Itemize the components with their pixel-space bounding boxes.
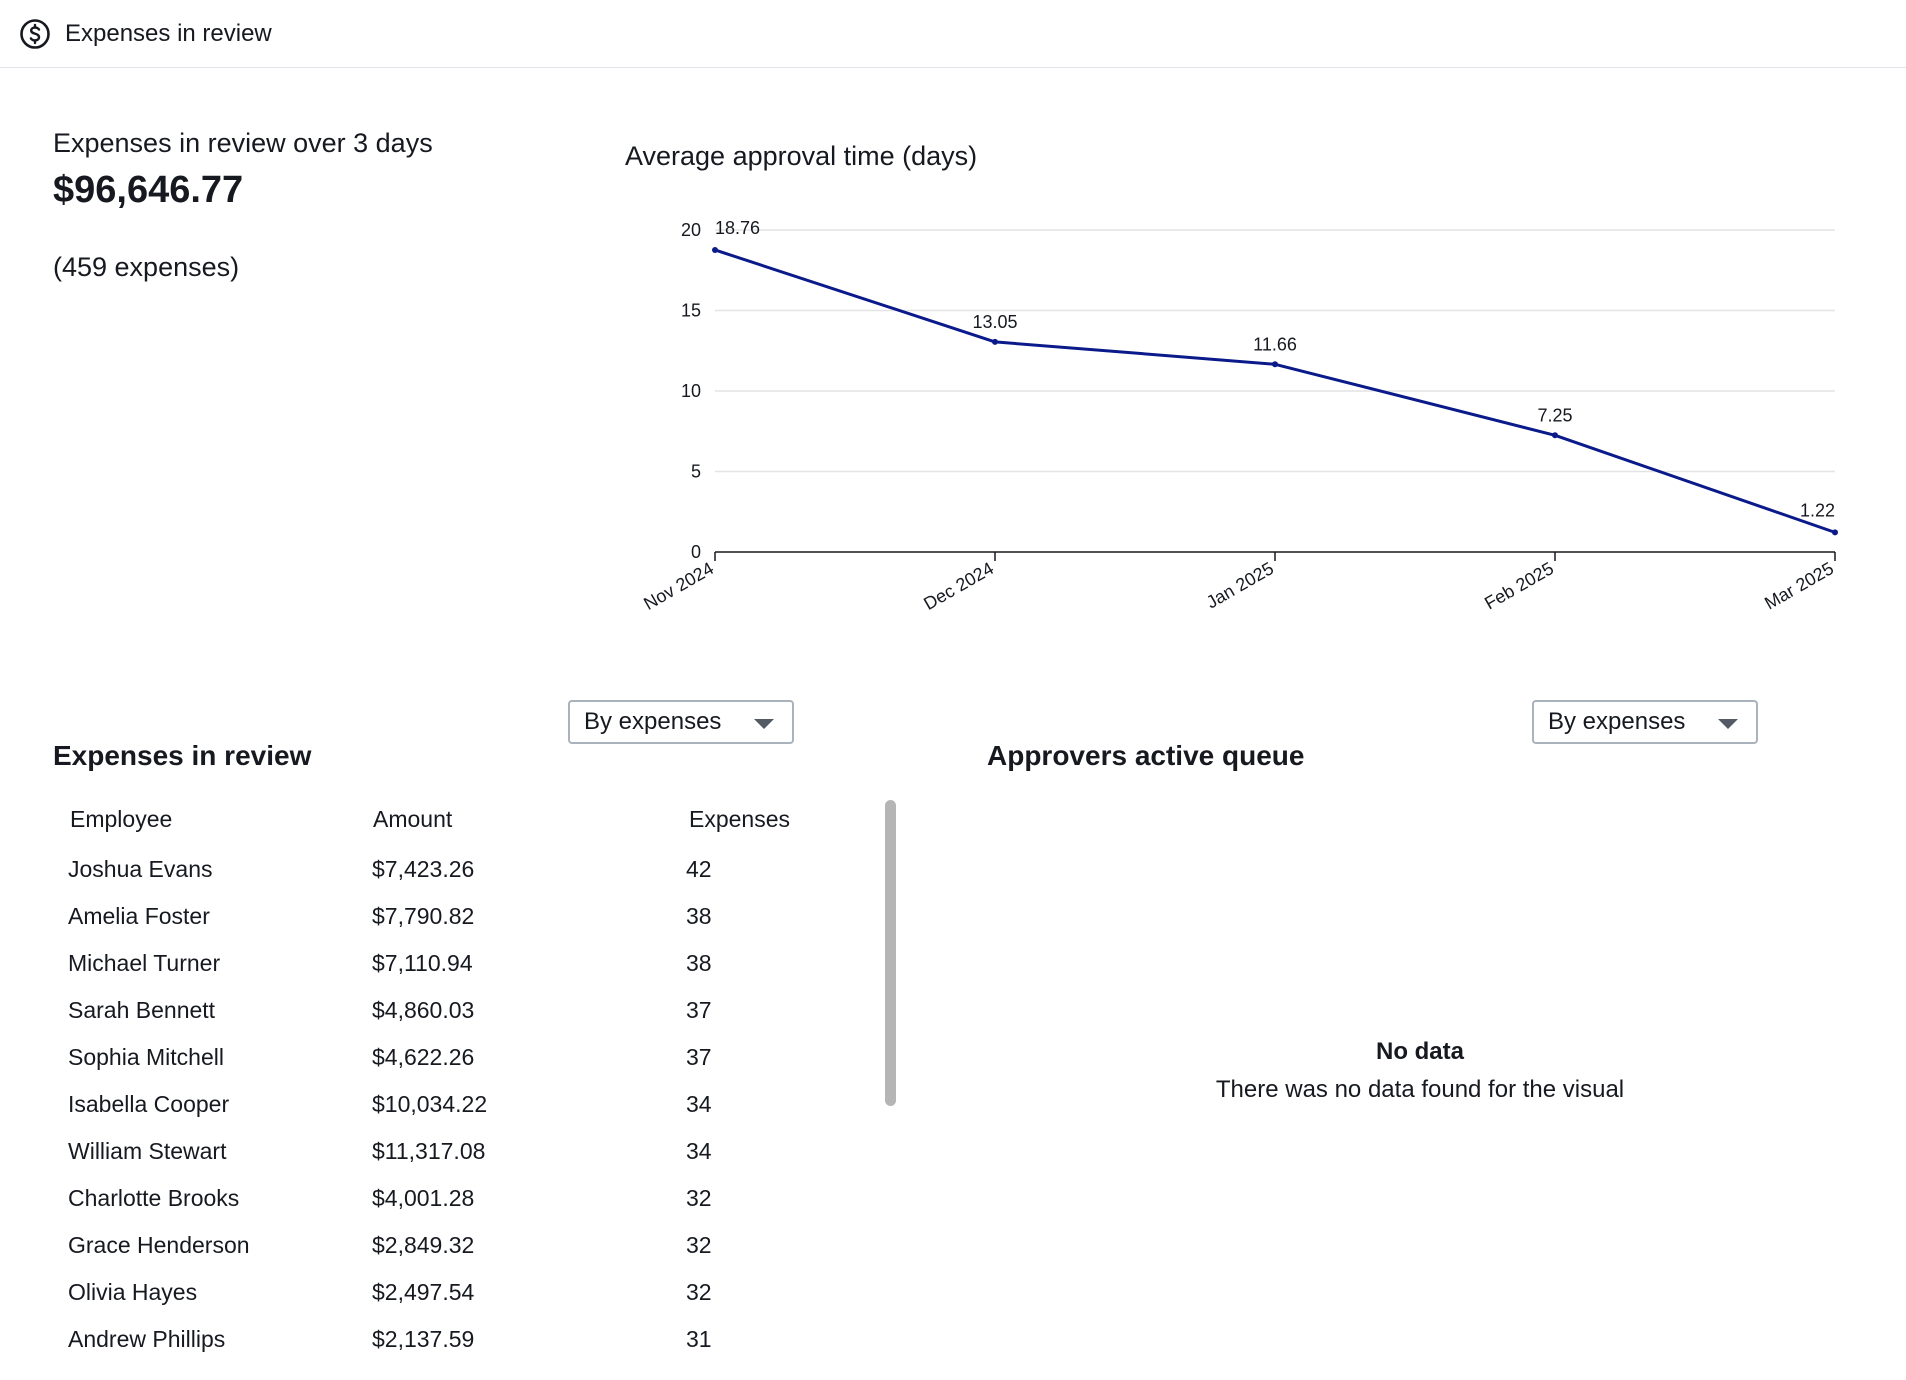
no-data-message: No data There was no data found for the … <box>1120 1038 1720 1104</box>
employee-cell: Charlotte Brooks <box>68 1185 240 1211</box>
no-data-title: No data <box>1375 1038 1464 1065</box>
app-header: Expenses in review <box>0 0 1906 68</box>
table-row[interactable]: Sophia Mitchell $4,622.26 37 <box>60 1034 860 1081</box>
amount-cell: $4,001.28 <box>372 1185 475 1211</box>
table-row[interactable]: Joshua Evans $7,423.26 42 <box>60 846 860 893</box>
expenses-cell: 34 <box>686 1138 712 1164</box>
table-row[interactable]: William Stewart $11,317.08 34 <box>60 1128 860 1175</box>
data-label: 18.76 <box>715 218 760 238</box>
expenses-cell: 38 <box>686 950 712 976</box>
y-tick-label: 5 <box>691 462 701 482</box>
expenses-cell: 37 <box>686 1044 712 1070</box>
employee-cell: Isabella Cooper <box>68 1091 230 1117</box>
expenses-cell: 38 <box>686 903 712 929</box>
kpi-label: Expenses in review over 3 days <box>53 128 433 158</box>
x-tick-label: Dec 2024 <box>920 558 997 614</box>
y-tick-label: 15 <box>681 301 701 321</box>
table-body: Joshua Evans $7,423.26 42 Amelia Foster $7,7… <box>60 846 860 1363</box>
expenses-cell: 37 <box>686 997 712 1023</box>
dropdown-label: By expenses <box>1548 708 1686 735</box>
employee-cell: Sarah Bennett <box>68 997 216 1023</box>
amount-cell: $4,860.03 <box>372 997 475 1023</box>
table-row[interactable]: Amelia Foster $7,790.82 38 <box>60 893 860 940</box>
data-point[interactable] <box>1552 432 1558 439</box>
amount-cell: $2,137.59 <box>372 1326 475 1352</box>
employee-cell: Amelia Foster <box>68 903 210 929</box>
expenses-cell: 42 <box>686 856 712 882</box>
amount-cell: $4,622.26 <box>372 1044 475 1070</box>
expenses-table: Employee Amount Expenses Joshua Evans $7,… <box>60 800 860 1363</box>
data-point[interactable] <box>1272 361 1278 368</box>
table-row[interactable]: Sarah Bennett $4,860.03 37 <box>60 987 860 1034</box>
employee-cell: Andrew Phillips <box>68 1326 226 1352</box>
amount-cell: $2,497.54 <box>372 1279 475 1305</box>
data-point[interactable] <box>712 246 718 253</box>
table-header: Employee Amount Expenses <box>60 800 860 838</box>
y-tick-label: 10 <box>681 381 701 401</box>
employee-cell: Michael Turner <box>68 950 221 976</box>
kpi-count: (459 expenses) <box>53 252 240 282</box>
expenses-sort-dropdown[interactable]: By expenses <box>568 700 794 744</box>
data-point[interactable] <box>1832 529 1838 536</box>
employee-cell: William Stewart <box>68 1138 227 1164</box>
table-row[interactable]: Charlotte Brooks $4,001.28 32 <box>60 1175 860 1222</box>
chevron-down-icon <box>1718 719 1738 729</box>
kpi-card: Expenses in review over 3 days $96,646.7… <box>53 128 433 283</box>
approvers-queue-title: Approvers active queue <box>987 740 1305 771</box>
table-row[interactable]: Grace Henderson $2,849.32 32 <box>60 1222 860 1269</box>
expenses-cell: 31 <box>686 1326 712 1352</box>
approval-time-chart: 0 5 10 15 20 Nov 2024 Dec 2024 Jan 2025 Feb 2025… <box>640 218 1838 614</box>
amount-cell: $10,034.22 <box>372 1091 488 1117</box>
column-header-expenses[interactable]: Expenses <box>689 805 791 832</box>
page-title: Expenses in review <box>65 19 272 47</box>
dollar-circle-icon <box>19 18 51 50</box>
data-point[interactable] <box>992 338 998 345</box>
column-header-amount[interactable]: Amount <box>373 805 453 832</box>
x-tick-label: Feb 2025 <box>1481 558 1557 613</box>
expenses-cell: 34 <box>686 1091 712 1117</box>
expenses-cell: 32 <box>686 1279 712 1305</box>
table-row[interactable]: Isabella Cooper $10,034.22 34 <box>60 1081 860 1128</box>
data-label: 1.22 <box>1800 500 1835 520</box>
approvers-sort-dropdown[interactable]: By expenses <box>1532 700 1758 744</box>
x-tick-label: Mar 2025 <box>1761 558 1837 613</box>
amount-cell: $7,790.82 <box>372 903 475 929</box>
employee-cell: Grace Henderson <box>68 1232 250 1258</box>
x-tick-label: Nov 2024 <box>640 558 717 614</box>
table-row[interactable]: Michael Turner $7,110.94 38 <box>60 940 860 987</box>
table-scrollbar[interactable] <box>885 800 896 1106</box>
column-header-employee[interactable]: Employee <box>70 805 173 832</box>
employee-cell: Joshua Evans <box>68 856 213 882</box>
amount-cell: $11,317.08 <box>372 1138 486 1164</box>
table-row[interactable]: Andrew Phillips $2,137.59 31 <box>60 1316 860 1363</box>
amount-cell: $7,423.26 <box>372 856 475 882</box>
amount-cell: $2,849.32 <box>372 1232 475 1258</box>
data-label: 7.25 <box>1537 405 1572 425</box>
kpi-value: $96,646.77 <box>53 169 244 211</box>
y-tick-label: 0 <box>691 542 701 562</box>
data-label: 13.05 <box>972 312 1017 332</box>
chevron-down-icon <box>754 719 774 729</box>
expenses-in-review-title: Expenses in review <box>53 740 312 771</box>
amount-cell: $7,110.94 <box>372 950 473 976</box>
no-data-text: There was no data found for the visual <box>1215 1076 1625 1103</box>
table-row[interactable]: Olivia Hayes $2,497.54 32 <box>60 1269 860 1316</box>
dropdown-label: By expenses <box>584 708 722 735</box>
data-label: 11.66 <box>1253 334 1297 354</box>
chart-title: Average approval time (days) <box>625 141 978 171</box>
x-tick-label: Jan 2025 <box>1203 558 1277 612</box>
y-tick-label: 20 <box>681 220 701 240</box>
expenses-cell: 32 <box>686 1185 712 1211</box>
employee-cell: Sophia Mitchell <box>68 1044 224 1070</box>
employee-cell: Olivia Hayes <box>68 1279 198 1305</box>
expenses-cell: 32 <box>686 1232 712 1258</box>
